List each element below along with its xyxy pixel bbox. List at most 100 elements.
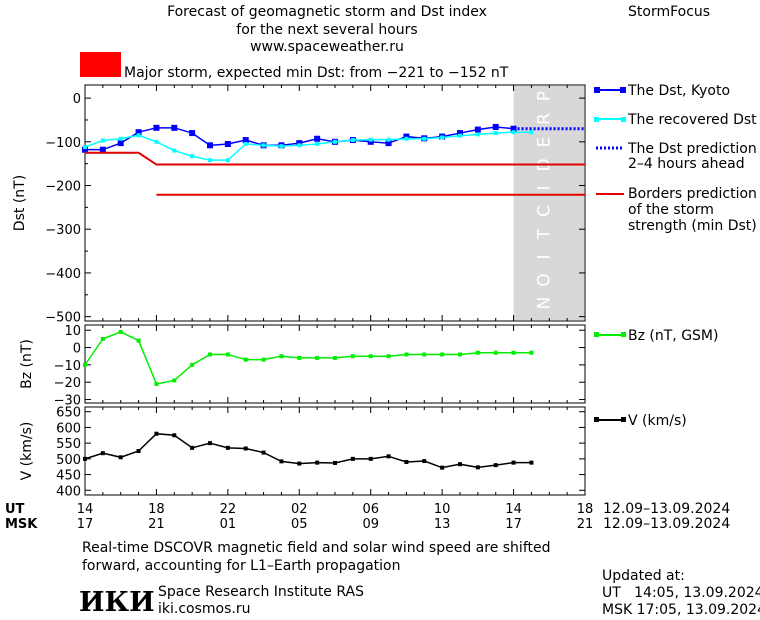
dst-plot: 0 −100 −200 −300 −400 −500: [45, 85, 586, 326]
data-point: [314, 135, 321, 142]
data-point: [493, 463, 498, 468]
data-point: [368, 137, 373, 142]
data-point: [208, 158, 212, 163]
x-tick-label-ut: 18: [577, 502, 594, 517]
data-point: [458, 462, 462, 467]
data-point: [404, 460, 409, 464]
updated-label: Updated at:: [602, 568, 685, 584]
series-line-the-recovered-dst: [84, 131, 532, 161]
data-point: [208, 441, 212, 446]
data-point: [279, 459, 284, 464]
data-point: [529, 350, 534, 355]
data-point: [83, 362, 87, 367]
data-point: [315, 355, 320, 360]
x-ut-label: UT: [5, 502, 25, 517]
prediction-letter: N: [534, 295, 554, 310]
institute-name: Space Research Institute RAS: [158, 584, 364, 600]
date-range-ut: 12.09–13.09.2024: [603, 501, 730, 517]
legend-dst-recovered: The recovered Dst: [594, 112, 757, 128]
data-point: [315, 460, 320, 465]
x-tick-label-msk: 21: [577, 517, 594, 532]
data-point: [135, 129, 142, 136]
prediction-letter: O: [534, 271, 554, 286]
data-point: [190, 362, 195, 367]
data-point: [386, 137, 391, 142]
storm-level-indicator: [80, 52, 121, 77]
x-tick-label-msk: 01: [220, 517, 237, 532]
title-line-1: Forecast of geomagnetic storm and Dst in…: [167, 4, 487, 20]
data-point: [118, 455, 123, 460]
data-point: [207, 142, 213, 149]
y-tick-label: 0: [73, 92, 81, 107]
data-point: [225, 352, 230, 357]
data-point: [82, 146, 88, 153]
legend-bz: Bz (nT, GSM): [594, 328, 718, 344]
data-point: [333, 355, 337, 360]
y-tick-label: −400: [45, 267, 81, 282]
data-point: [261, 143, 266, 148]
legend-dst-prediction-label-2: 2–4 hours ahead: [628, 156, 745, 172]
prediction-letter: P: [534, 89, 554, 101]
data-point: [529, 460, 534, 465]
prediction-letter: R: [534, 111, 554, 125]
data-point: [136, 133, 141, 138]
data-point: [242, 137, 249, 144]
legend-borders-label-2: of the storm: [628, 202, 714, 218]
data-point: [83, 456, 87, 461]
data-point: [154, 381, 159, 386]
data-point: [493, 131, 498, 136]
institute-url[interactable]: iki.cosmos.ru: [158, 601, 250, 617]
data-point: [190, 154, 195, 159]
data-point: [117, 140, 124, 147]
data-point: [333, 460, 337, 465]
data-point: [153, 124, 160, 131]
x-tick-label-ut: 02: [291, 502, 308, 517]
y-tick-label: 550: [56, 437, 81, 452]
updated-ut: UT 14:05, 13.09.2024: [602, 585, 760, 601]
dst-panel-frame: [84, 84, 586, 322]
updated-msk: MSK 17:05, 13.09.2024: [602, 602, 760, 618]
data-point: [297, 143, 302, 148]
data-point: [172, 148, 177, 153]
y-tick-label: 500: [56, 453, 81, 468]
data-point: [511, 130, 516, 135]
title-url: www.spaceweather.ru: [250, 39, 404, 55]
data-point: [474, 126, 481, 133]
y-tick-label: −300: [45, 223, 81, 238]
data-point: [189, 130, 196, 137]
data-point: [243, 142, 248, 146]
data-point: [224, 141, 231, 147]
data-point: [457, 130, 463, 137]
legend-dst-kyoto: The Dst, Kyoto: [594, 83, 730, 99]
x-tick-label-msk: 09: [362, 517, 379, 532]
data-point: [171, 124, 178, 131]
x-msk-label: MSK: [5, 517, 38, 532]
data-point: [172, 433, 177, 438]
data-point: [279, 354, 284, 359]
data-point: [493, 350, 498, 355]
data-point: [475, 465, 480, 470]
data-point: [404, 352, 409, 357]
x-tick-label-msk: 13: [434, 517, 451, 532]
v-panel-frame: [84, 406, 586, 496]
x-tick-label-ut: 14: [77, 502, 94, 517]
x-tick-label-ut: 10: [434, 502, 451, 517]
data-point: [333, 139, 337, 144]
legend-borders-label-1: Borders prediction: [628, 186, 757, 202]
prediction-letter: I: [534, 183, 554, 190]
x-tick-label-msk: 05: [291, 517, 308, 532]
data-point: [385, 140, 392, 147]
data-point: [99, 146, 106, 153]
data-point: [475, 132, 480, 137]
bz-panel-frame: [84, 324, 586, 404]
x-tick-label-ut: 06: [362, 502, 379, 517]
series-line-v-km-s-: [84, 432, 532, 469]
v-ylabel: V (km/s): [19, 422, 35, 481]
data-point: [154, 139, 159, 144]
data-point: [422, 352, 427, 357]
legend-v: V (km/s): [594, 413, 687, 429]
data-point: [261, 450, 266, 455]
data-point: [136, 449, 141, 453]
x-tick-label-ut: 18: [148, 502, 165, 517]
